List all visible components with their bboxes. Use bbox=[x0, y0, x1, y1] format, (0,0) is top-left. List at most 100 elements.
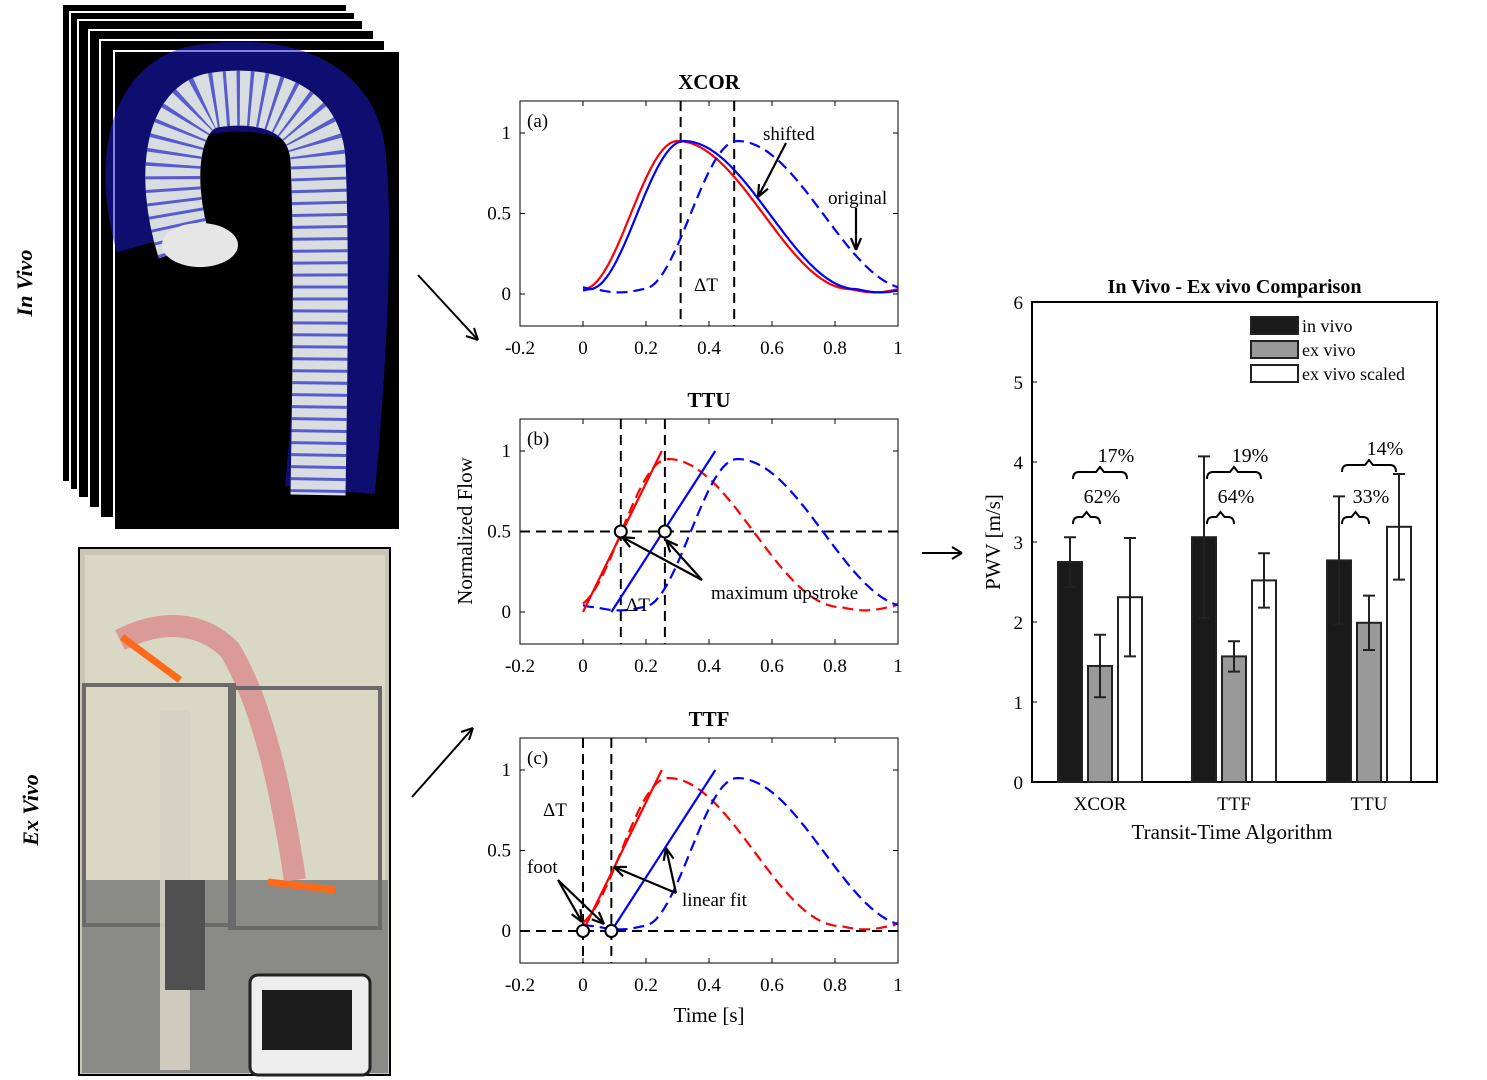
bar-in-vivo bbox=[1057, 561, 1083, 783]
legend-entry: ex vivo bbox=[1250, 340, 1356, 360]
delta-t-label: ΔT bbox=[694, 275, 718, 296]
panel-title: XCOR bbox=[678, 70, 741, 94]
x-tick-label: 0.2 bbox=[634, 338, 658, 359]
y-tick-label: 0.5 bbox=[487, 204, 511, 225]
panel-label: (b) bbox=[527, 429, 549, 450]
series-red bbox=[582, 139, 899, 294]
legend-label: in vivo bbox=[1302, 316, 1353, 336]
y-tick-label: 5 bbox=[1014, 373, 1024, 394]
series-blue-original bbox=[582, 139, 899, 294]
shifted-arrow bbox=[756, 142, 787, 198]
arrows bbox=[411, 274, 963, 798]
bracket-outer-label: 14% bbox=[1367, 438, 1404, 460]
x-tick-label: 0.8 bbox=[823, 338, 847, 359]
x-axis-label: Transit-Time Algorithm bbox=[1132, 820, 1333, 844]
panel-title: TTF bbox=[689, 707, 730, 731]
x-tick-label: 0.4 bbox=[697, 656, 721, 677]
x-tick-label: 0 bbox=[578, 656, 588, 677]
y-tick-label: 1 bbox=[502, 441, 512, 462]
aorta-3d-render bbox=[105, 41, 390, 496]
x-tick-label: 0.6 bbox=[760, 338, 784, 359]
x-tick-label: 1 bbox=[893, 338, 903, 359]
legend-label: ex vivo scaled bbox=[1302, 364, 1405, 384]
delta-t-label: ΔT bbox=[626, 595, 650, 616]
arrow-to-ttf bbox=[411, 727, 474, 798]
arrow-to-xcor bbox=[417, 274, 479, 341]
x-tick-label: 0.2 bbox=[634, 656, 658, 677]
error-bar bbox=[1258, 552, 1270, 609]
x-tick-label: 0.4 bbox=[697, 338, 721, 359]
x-tick-label: 0.8 bbox=[823, 975, 847, 996]
bracket-outer bbox=[1206, 465, 1262, 480]
foot-label: foot bbox=[527, 857, 558, 878]
bracket-inner-label: 62% bbox=[1084, 486, 1121, 508]
y-tick-label: 0.5 bbox=[487, 522, 511, 543]
bracket-inner bbox=[1072, 510, 1101, 525]
y-axis-label: PWV [m/s] bbox=[981, 494, 1005, 590]
line-panel-b: TTU (b) -0.2 0 0.2 0.4 0.6 0.8 1 0 0.5 1 Normalized … bbox=[453, 388, 903, 677]
series-blue-linear-fit bbox=[610, 769, 717, 932]
error-bar bbox=[1094, 633, 1106, 699]
x-tick-label: 0.6 bbox=[760, 656, 784, 677]
x-axis-label: Time [s] bbox=[674, 1003, 745, 1027]
x-tick-label: 1 bbox=[893, 656, 903, 677]
ex-vivo-label: Ex Vivo bbox=[18, 774, 43, 847]
y-tick-label: 0 bbox=[502, 284, 512, 305]
y-tick-label: 3 bbox=[1014, 533, 1024, 554]
legend-label: ex vivo bbox=[1302, 340, 1356, 360]
error-bar bbox=[1363, 594, 1375, 651]
original-arrow bbox=[849, 208, 863, 251]
bracket-inner bbox=[1206, 510, 1235, 525]
x-tick-label: XCOR bbox=[1074, 794, 1127, 815]
x-tick-label: -0.2 bbox=[505, 656, 535, 677]
error-bar bbox=[1228, 640, 1240, 673]
y-axis-label: Normalized Flow bbox=[453, 456, 477, 604]
series-blue bbox=[582, 457, 899, 612]
ex-vivo-photo bbox=[78, 547, 391, 1077]
error-bar bbox=[1393, 473, 1405, 581]
in-vivo-image-stack bbox=[61, 3, 401, 531]
y-tick-label: 1 bbox=[502, 760, 512, 781]
y-tick-label: 2 bbox=[1014, 613, 1024, 634]
x-tick-label: -0.2 bbox=[505, 975, 535, 996]
bar-chart: In Vivo - Ex vivo Comparison 0 1 2 3 4 5 6 PWV [… bbox=[981, 276, 1438, 844]
error-bar bbox=[1198, 455, 1210, 619]
panel-label: (a) bbox=[527, 111, 548, 132]
bar-ex-vivo bbox=[1221, 655, 1247, 784]
x-tick-label: 0.8 bbox=[823, 656, 847, 677]
line-panel-a: XCOR (a) -0.2 0 0.2 0.4 0.6 0.8 1 0 0.5 1 ΔT shifted o… bbox=[487, 70, 903, 359]
series-blue bbox=[582, 776, 899, 931]
y-tick-label: 1 bbox=[502, 123, 512, 144]
linear-fit-label: linear fit bbox=[682, 890, 748, 911]
bracket-outer-label: 19% bbox=[1232, 445, 1269, 467]
shifted-label: shifted bbox=[763, 124, 815, 145]
x-tick-label: 1 bbox=[893, 975, 903, 996]
bracket-inner bbox=[1341, 510, 1370, 525]
y-tick-label: 4 bbox=[1014, 453, 1024, 474]
x-tick-label: 0.2 bbox=[634, 975, 658, 996]
error-bar bbox=[1064, 536, 1076, 588]
bracket-outer bbox=[1341, 458, 1397, 473]
bar-ex-vivo-scaled bbox=[1251, 579, 1277, 784]
y-tick-label: 0 bbox=[502, 602, 512, 623]
arrow-to-bar-chart bbox=[922, 546, 963, 560]
foot-arrow-blue bbox=[557, 879, 606, 926]
bracket-inner-label: 64% bbox=[1218, 486, 1255, 508]
upstroke-arrow-red bbox=[621, 535, 703, 581]
bracket-outer bbox=[1072, 465, 1128, 480]
in-vivo-label: In Vivo bbox=[12, 250, 37, 318]
y-tick-label: 0 bbox=[1014, 773, 1024, 794]
maximum-upstroke-label: maximum upstroke bbox=[711, 583, 858, 604]
original-label: original bbox=[828, 188, 887, 209]
y-tick-label: 1 bbox=[1014, 693, 1024, 714]
series-blue-shifted bbox=[582, 139, 899, 294]
legend-entry: in vivo bbox=[1250, 316, 1353, 336]
bracket-outer-label: 17% bbox=[1098, 445, 1135, 467]
x-tick-label: 0 bbox=[578, 338, 588, 359]
marker-circle bbox=[657, 524, 672, 539]
marker-circle bbox=[576, 924, 590, 938]
y-tick-label: 6 bbox=[1014, 293, 1024, 314]
line-panel-c: TTF (c) -0.2 0 0.2 0.4 0.6 0.8 1 0 0.5 1 Time [s] ΔT f… bbox=[487, 707, 903, 1027]
x-tick-label: 0.6 bbox=[760, 975, 784, 996]
